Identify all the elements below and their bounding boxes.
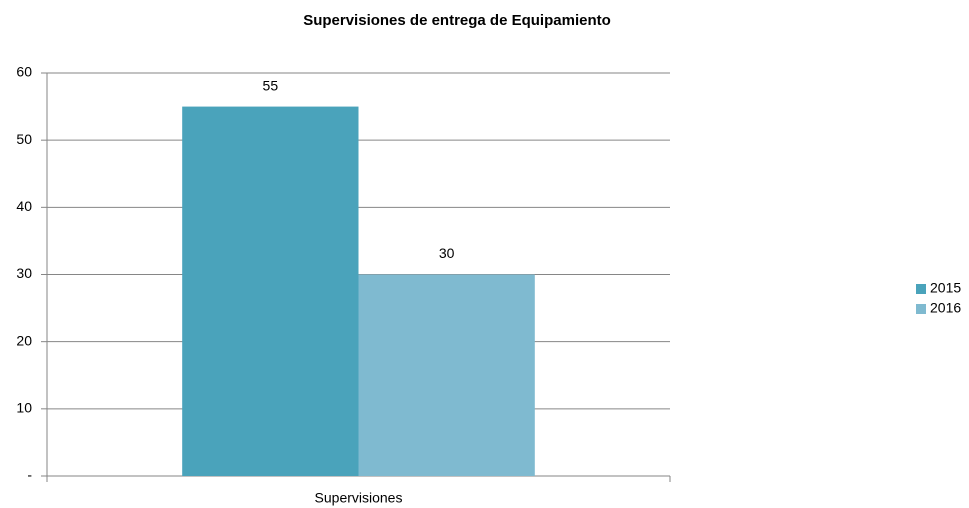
legend-label: 2015 xyxy=(930,280,961,296)
y-tick-label: 40 xyxy=(16,198,32,214)
y-tick-label: - xyxy=(27,467,32,483)
legend-swatch xyxy=(916,304,926,314)
y-tick-label: 30 xyxy=(16,265,32,281)
legend-swatch xyxy=(916,284,926,294)
x-tick-label: Supervisiones xyxy=(315,490,403,506)
y-tick-label: 60 xyxy=(16,64,32,80)
data-label: 30 xyxy=(439,245,455,261)
y-tick-label: 10 xyxy=(16,400,32,416)
legend-label: 2016 xyxy=(930,300,961,316)
y-tick-label: 20 xyxy=(16,332,32,348)
data-label: 55 xyxy=(263,77,279,93)
bar xyxy=(358,274,535,476)
chart-title: Supervisiones de entrega de Equipamiento xyxy=(303,12,611,29)
y-tick-label: 50 xyxy=(16,131,32,147)
bar xyxy=(182,106,359,476)
